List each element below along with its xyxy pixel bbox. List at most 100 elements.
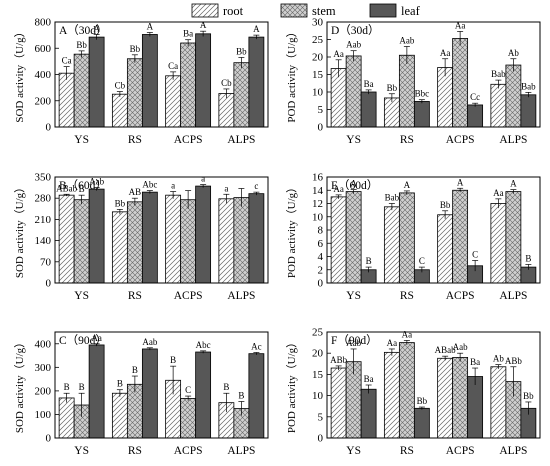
sig-label-d-acps-root: Aa (440, 48, 451, 58)
bar-a-ys-stem (73, 53, 90, 128)
bar-d-alps-stem (505, 64, 522, 128)
ytick-label-f-1: 5 (318, 411, 324, 423)
legend-label-stem: stem (312, 4, 336, 18)
bar-b-rs-leaf (141, 191, 158, 284)
sig-label-a-rs-stem: Bb (130, 44, 141, 54)
ytick-label-d-1: 5 (318, 104, 324, 116)
bar-e-ys-stem (345, 191, 362, 284)
sig-label-c-acps-root: B (170, 355, 176, 365)
sig-label-d-rs-root: Bb (387, 83, 398, 93)
sig-label-e-ys-stem: A (350, 179, 357, 189)
sig-label-e-acps-stem: A (457, 177, 464, 187)
sig-label-f-rs-stem: Aa (402, 329, 413, 339)
bar-f-acps-leaf (467, 376, 484, 439)
bar-d-acps-leaf (467, 104, 484, 128)
plot-frame-e (326, 176, 541, 284)
sig-label-a-alps-leaf: A (253, 24, 260, 34)
sig-label-c-ys-stem: B (79, 382, 85, 392)
ytick-label-a-1: 200 (35, 95, 52, 107)
ylabel-f: POD activity（U/g） (285, 337, 298, 433)
bar-e-acps-root (437, 214, 454, 284)
legend-swatch-stem (280, 3, 308, 18)
sig-label-a-alps-root: Cb (221, 78, 232, 88)
bar-c-acps-stem (180, 398, 197, 439)
bar-f-rs-stem (398, 342, 415, 439)
ytick-label-f-4: 20 (312, 348, 324, 360)
panel-title-f: F（90d） (331, 334, 378, 347)
sig-label-d-ys-stem: Aab (346, 40, 361, 50)
sig-label-e-rs-root: Bab (385, 193, 400, 203)
sig-label-a-alps-stem: Bb (236, 46, 247, 56)
sig-label-c-alps-stem: B (238, 390, 244, 400)
ytick-label-e-6: 12 (312, 198, 323, 210)
ytick-label-e-5: 10 (312, 211, 324, 223)
bar-c-alps-leaf (248, 353, 265, 439)
bar-c-rs-leaf (141, 348, 158, 439)
bar-b-rs-root (111, 211, 128, 284)
ytick-label-d-4: 20 (312, 52, 324, 64)
sig-label-f-rs-leaf: Bb (417, 396, 428, 406)
ytick-label-e-1: 2 (318, 264, 324, 276)
ytick-label-c-1: 100 (35, 409, 52, 421)
xtick-label-b-ys: YS (74, 290, 89, 302)
xtick-label-e-acps: ACPS (446, 290, 475, 302)
bar-b-acps-root (165, 194, 182, 284)
sig-label-d-alps-root: Bab (491, 69, 506, 79)
bar-f-ys-root (330, 367, 347, 439)
bar-b-ys-root (58, 194, 75, 284)
ytick-label-e-2: 4 (318, 251, 324, 263)
bar-e-acps-stem (452, 189, 469, 284)
ytick-label-c-0: 0 (46, 433, 52, 445)
sig-label-e-alps-stem: A (510, 179, 517, 189)
panel-title-e: E（60d） (331, 179, 378, 192)
ytick-label-f-0: 0 (318, 433, 324, 445)
sig-label-e-ys-leaf: B (366, 256, 372, 266)
sig-label-c-alps-leaf: Ac (251, 341, 262, 351)
ytick-label-a-2: 400 (35, 69, 52, 81)
sig-label-f-ys-root: ABb (330, 355, 348, 365)
bar-c-ys-root (58, 397, 75, 439)
sig-label-f-acps-leaf: Ba (470, 357, 480, 367)
xtick-label-b-rs: RS (128, 290, 142, 302)
sig-label-b-ys-stem: B (79, 184, 85, 194)
xtick-label-e-rs: RS (400, 290, 414, 302)
ylabel-e: POD activity（U/g） (285, 182, 298, 278)
sig-label-c-alps-root: B (223, 382, 229, 392)
xtick-label-a-alps: ALPS (227, 134, 255, 146)
sig-label-b-rs-stem: AB (129, 187, 142, 197)
sig-label-c-rs-root: B (117, 379, 123, 389)
bar-a-acps-leaf (195, 33, 212, 128)
bar-f-acps-root (437, 357, 454, 439)
ytick-label-a-3: 600 (35, 43, 52, 55)
sig-label-e-acps-root: Bb (440, 200, 451, 210)
ytick-label-f-2: 10 (312, 390, 324, 402)
sig-label-e-alps-leaf: B (525, 253, 531, 263)
bar-f-ys-leaf (360, 388, 377, 439)
sig-label-e-ys-root: Aa (333, 184, 344, 194)
sig-label-c-acps-stem: C (185, 385, 191, 395)
bar-c-acps-leaf (195, 351, 212, 439)
ytick-label-a-0: 0 (46, 122, 52, 134)
ylabel-b: SOD activity（U/g） (13, 182, 26, 278)
ylabel-d: POD activity（U/g） (285, 26, 298, 122)
bar-d-alps-root (490, 83, 507, 128)
sig-label-d-acps-leaf: Cc (470, 92, 480, 102)
plot-frame-b (54, 176, 269, 284)
ytick-label-e-4: 8 (318, 225, 324, 237)
ytick-label-b-2: 140 (35, 235, 52, 247)
bar-b-alps-root (218, 198, 235, 284)
legend: root stem leaf (191, 3, 421, 18)
ytick-label-d-6: 30 (312, 17, 324, 29)
sig-label-f-ys-stem: Aab (346, 338, 361, 348)
bar-b-alps-stem (233, 197, 250, 284)
bar-e-alps-stem (505, 191, 522, 284)
ytick-label-b-3: 210 (35, 214, 52, 226)
ytick-label-e-0: 0 (318, 278, 324, 290)
sig-label-a-acps-root: Ca (168, 61, 178, 71)
panel-f: 0 5 10 15 20 25 POD activity（U/g） F（90d） YS ABb Aa… (285, 327, 541, 457)
sig-label-a-acps-leaf: A (200, 20, 207, 30)
ytick-label-b-0: 0 (46, 278, 52, 290)
bar-d-acps-root (437, 67, 454, 128)
